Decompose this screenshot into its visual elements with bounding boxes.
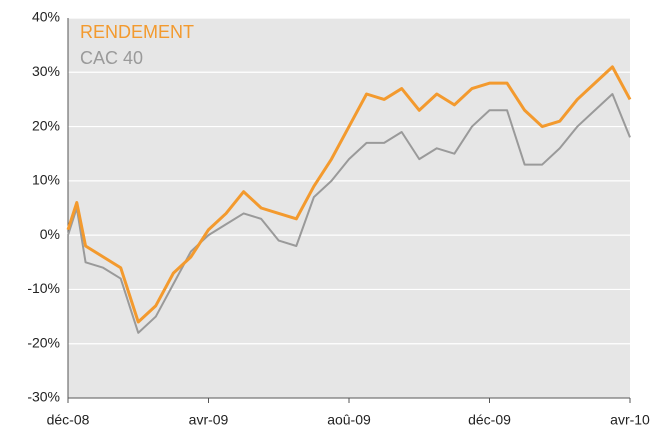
series-line (66, 65, 632, 324)
x-tick-label: avr-09 (189, 412, 229, 428)
y-tick-label: -10% (27, 280, 60, 296)
x-tick-label: avr-10 (610, 412, 650, 428)
x-tick-label: aoû-09 (327, 412, 371, 428)
x-tick-label: déc-08 (47, 412, 90, 428)
y-tick-label: 10% (32, 172, 60, 188)
plot-background (68, 18, 630, 398)
y-tick-label: 40% (32, 9, 60, 25)
y-tick-label: 30% (32, 63, 60, 79)
legend-label: CAC 40 (80, 48, 143, 68)
y-tick-label: -20% (27, 334, 60, 350)
legend-label: RENDEMENT (80, 22, 194, 42)
y-tick-label: 0% (40, 226, 60, 242)
y-tick-label: 20% (32, 117, 60, 133)
series-line (67, 93, 631, 334)
x-tick-label: déc-09 (468, 412, 511, 428)
y-tick-label: -30% (27, 389, 60, 405)
